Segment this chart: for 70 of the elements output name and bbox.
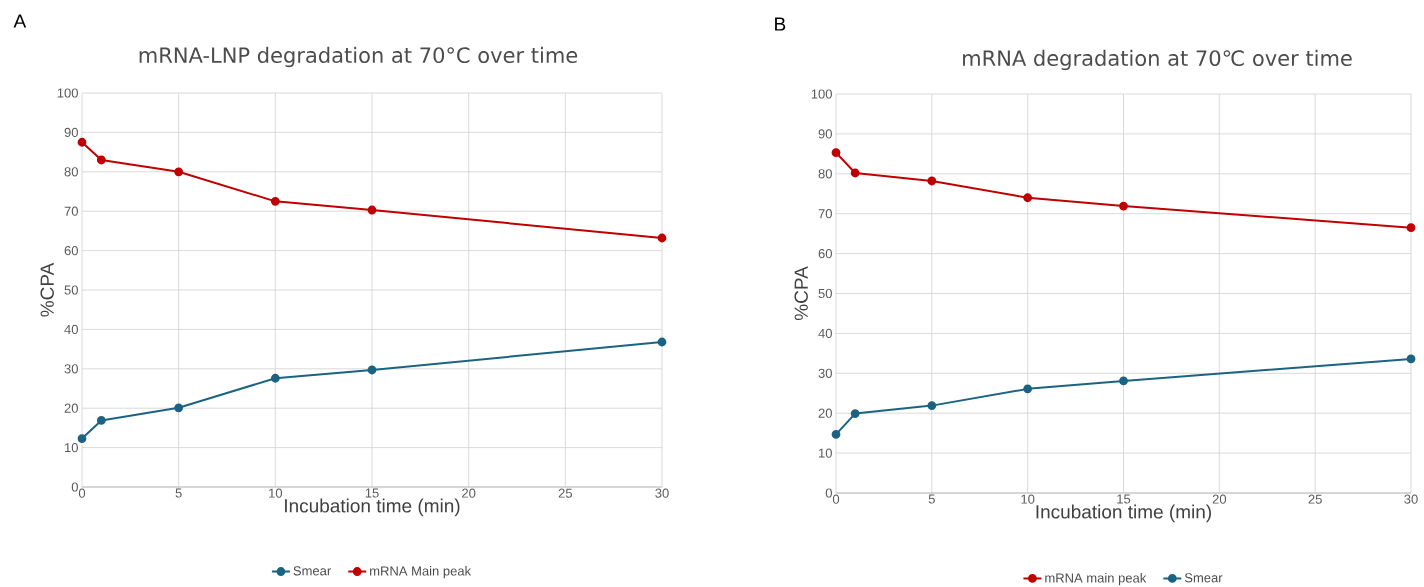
point bbox=[1023, 384, 1033, 394]
y-tick-label: 70 bbox=[64, 206, 78, 216]
point bbox=[831, 148, 841, 158]
x-tick-label: 15 bbox=[1117, 494, 1131, 504]
point bbox=[1119, 376, 1128, 386]
point bbox=[927, 176, 937, 186]
y-tick-label: 90 bbox=[818, 129, 832, 139]
y-tick-label: 40 bbox=[64, 324, 78, 334]
point bbox=[174, 167, 184, 177]
point bbox=[367, 365, 377, 375]
point bbox=[657, 233, 667, 243]
point bbox=[96, 155, 106, 165]
y-tick-label: 90 bbox=[64, 127, 78, 137]
x-axis-title: Incubation time (min) bbox=[1036, 504, 1211, 523]
legend-label: mRNA main peak bbox=[1045, 573, 1147, 586]
point bbox=[77, 434, 87, 443]
point bbox=[1406, 223, 1416, 233]
x-tick-label: 30 bbox=[1404, 494, 1418, 504]
point bbox=[270, 373, 280, 383]
x-tick-label: 5 bbox=[928, 494, 935, 504]
y-axis-title: %CPA bbox=[794, 266, 808, 321]
x-tick-label: 20 bbox=[1212, 494, 1227, 504]
text: A bbox=[13, 14, 27, 28]
x-tick-label: 0 bbox=[832, 494, 840, 504]
y-tick-label: 40 bbox=[818, 328, 832, 338]
point bbox=[96, 416, 106, 425]
y-tick-label: 80 bbox=[818, 169, 832, 179]
x-tick-label: 10 bbox=[269, 488, 283, 498]
x-tick-label: 20 bbox=[462, 488, 476, 498]
chart-title: mRNA degradation at 70℃ over time bbox=[963, 49, 1352, 71]
point bbox=[174, 403, 184, 413]
point bbox=[850, 168, 860, 178]
y-axis-title: %CPA bbox=[40, 262, 54, 317]
point bbox=[367, 205, 377, 215]
y-tick-label: 30 bbox=[818, 368, 832, 378]
y-tick-label: 60 bbox=[64, 245, 78, 256]
point bbox=[270, 196, 280, 206]
point bbox=[831, 429, 841, 439]
text: B bbox=[775, 17, 786, 31]
x-tick-label: 15 bbox=[365, 488, 379, 498]
x-tick-label: 25 bbox=[1308, 494, 1322, 504]
point bbox=[1023, 193, 1033, 203]
y-tick-label: 100 bbox=[811, 89, 832, 99]
y-tick-label: 20 bbox=[818, 408, 832, 418]
x-tick-label: 5 bbox=[175, 488, 182, 498]
legend-label: mRNA Main peak bbox=[370, 566, 472, 579]
y-tick-label: 10 bbox=[819, 448, 832, 458]
point bbox=[657, 337, 667, 347]
x-tick-label: 0 bbox=[78, 488, 86, 498]
x-tick-label: 10 bbox=[1021, 494, 1035, 504]
point bbox=[77, 137, 87, 147]
point bbox=[850, 409, 860, 418]
point bbox=[1119, 201, 1128, 211]
legend-label: Smear bbox=[1184, 573, 1223, 583]
y-tick-label: 100 bbox=[57, 88, 78, 98]
point bbox=[927, 401, 937, 411]
chart-title: mRNA-LNP degradation at 70°C over time bbox=[139, 46, 578, 68]
x-tick-label: 30 bbox=[655, 488, 669, 498]
legend-label: Smear bbox=[293, 566, 331, 576]
y-tick-label: 10 bbox=[65, 442, 78, 453]
x-tick-label: 25 bbox=[558, 488, 573, 498]
y-tick-label: 70 bbox=[818, 209, 832, 219]
y-tick-label: 30 bbox=[64, 364, 78, 374]
x-axis-title: Incubation time (min) bbox=[285, 498, 460, 517]
y-tick-label: 60 bbox=[818, 248, 832, 259]
y-tick-label: 20 bbox=[64, 403, 78, 413]
y-tick-label: 50 bbox=[64, 285, 78, 295]
point bbox=[1406, 354, 1416, 364]
y-tick-label: 80 bbox=[64, 167, 78, 177]
y-tick-label: 50 bbox=[818, 288, 832, 299]
